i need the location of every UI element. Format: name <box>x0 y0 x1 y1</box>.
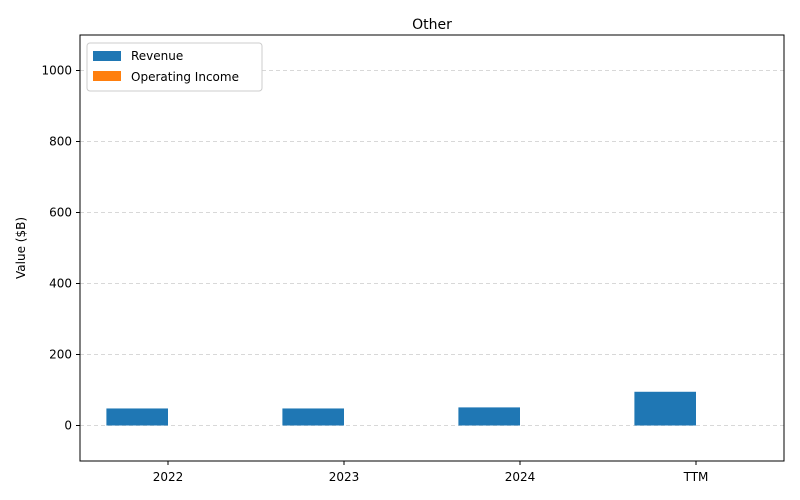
bars <box>106 391 696 426</box>
chart-title: Other <box>412 17 452 33</box>
x-tick-label: 2022 <box>153 470 184 484</box>
legend-label-revenue: Revenue <box>131 49 183 63</box>
y-tick-label: 400 <box>49 277 72 291</box>
legend: Revenue Operating Income <box>86 42 263 92</box>
x-tick-label: 2023 <box>329 470 360 484</box>
x-tick-label: TTM <box>683 470 709 484</box>
x-tick-label: 2024 <box>505 470 536 484</box>
gridlines <box>80 70 784 426</box>
y-tick-label: 1000 <box>41 64 72 78</box>
y-tick-label: 200 <box>49 348 72 362</box>
y-tick-label: 800 <box>49 135 72 149</box>
plot-frame <box>79 34 785 462</box>
legend-box <box>86 42 263 92</box>
y-tick-label: 600 <box>49 206 72 220</box>
legend-swatch-revenue <box>93 51 121 61</box>
legend-label-operating-income: Operating Income <box>131 70 239 84</box>
bar-revenue <box>458 407 520 426</box>
bar-revenue <box>106 408 168 426</box>
axis-ticks: 0 200 400 600 800 1000 2022 2023 2024 TTM <box>41 64 708 485</box>
bar-revenue <box>282 408 344 426</box>
y-tick-label: 0 <box>64 419 72 433</box>
y-axis-label: Value ($B) <box>14 217 28 279</box>
bar-revenue <box>634 391 696 426</box>
legend-swatch-operating-income <box>93 71 121 81</box>
